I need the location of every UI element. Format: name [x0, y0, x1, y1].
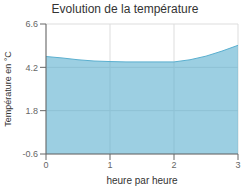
svg-text:4.2: 4.2	[25, 63, 38, 73]
html-text:Evolution de la température: Evolution de la température	[51, 2, 199, 16]
svg-text:2: 2	[171, 160, 176, 170]
svg-text:3: 3	[235, 160, 240, 170]
svg-text:-0.6: -0.6	[22, 149, 38, 159]
svg-text:1: 1	[107, 160, 112, 170]
svg-text:0: 0	[43, 160, 48, 170]
svg-text:heure par heure: heure par heure	[106, 175, 178, 186]
svg-text:Température en °C: Température en °C	[8, 51, 13, 127]
svg-text:6.6: 6.6	[25, 19, 38, 29]
svg-text:1.8: 1.8	[25, 106, 38, 116]
